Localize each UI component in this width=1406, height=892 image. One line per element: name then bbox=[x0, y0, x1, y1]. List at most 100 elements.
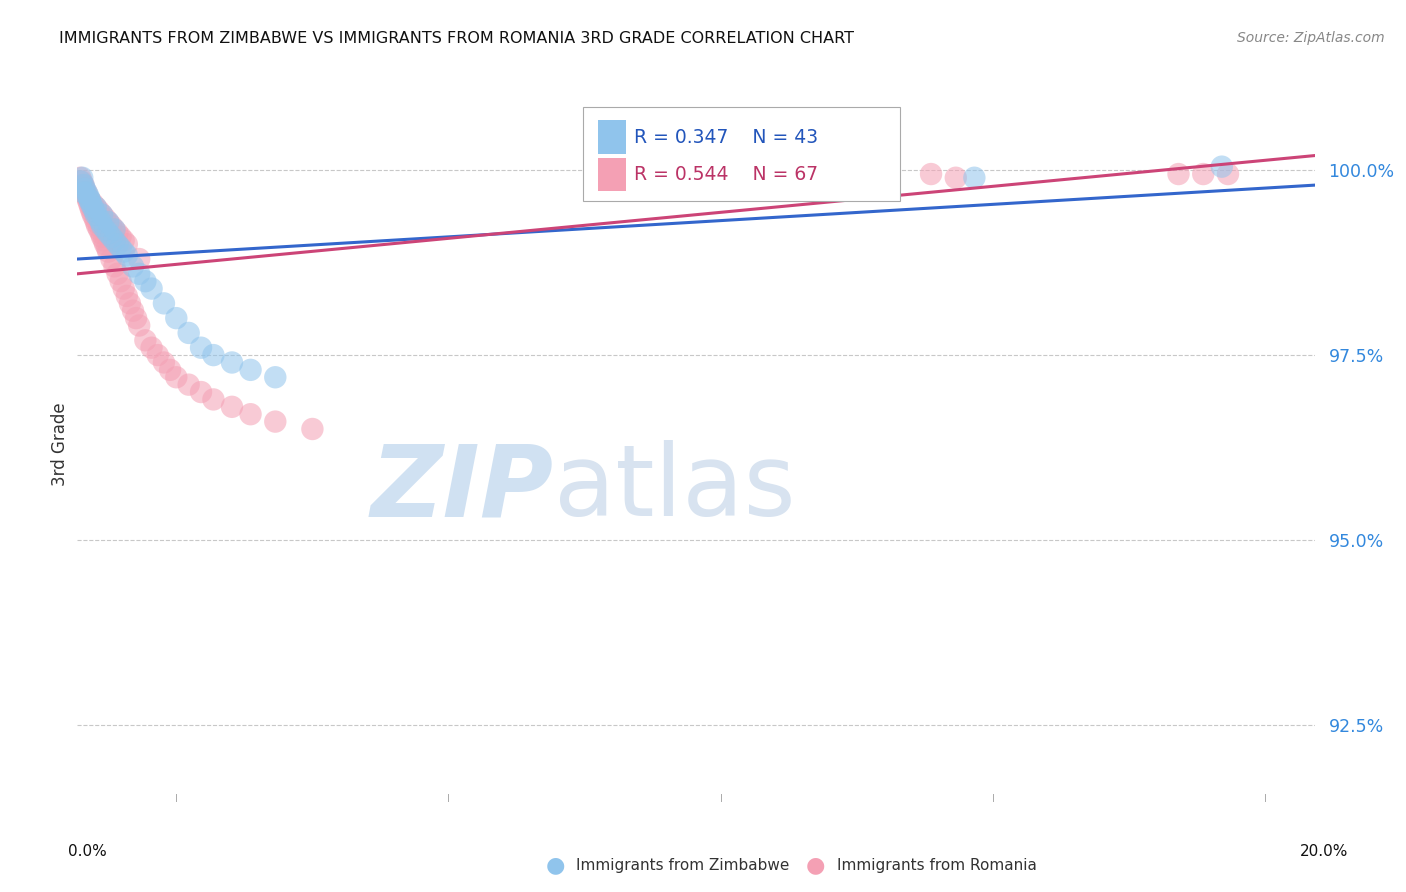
Point bbox=[239, 363, 262, 377]
Point bbox=[73, 182, 96, 196]
Point bbox=[83, 211, 105, 226]
Text: atlas: atlas bbox=[554, 441, 796, 538]
Text: 0.0%: 0.0% bbox=[67, 845, 107, 859]
Point bbox=[69, 174, 91, 188]
Point bbox=[153, 296, 176, 310]
Point bbox=[79, 200, 101, 214]
Point bbox=[100, 230, 122, 244]
Point bbox=[115, 248, 138, 262]
Point bbox=[963, 170, 986, 185]
Point bbox=[80, 204, 103, 219]
Point bbox=[920, 167, 942, 181]
Point bbox=[221, 355, 243, 369]
Point bbox=[134, 334, 156, 348]
Point bbox=[90, 215, 112, 229]
Point bbox=[112, 282, 135, 296]
Point bbox=[91, 230, 114, 244]
Point bbox=[97, 244, 120, 259]
Point bbox=[97, 226, 120, 240]
Point bbox=[221, 400, 243, 414]
Point bbox=[202, 392, 225, 407]
Point bbox=[84, 200, 107, 214]
Point bbox=[84, 215, 107, 229]
Point bbox=[103, 222, 125, 236]
Point bbox=[87, 222, 110, 236]
Text: 20.0%: 20.0% bbox=[1301, 845, 1348, 859]
Point bbox=[239, 407, 262, 421]
Point bbox=[110, 241, 132, 255]
Point bbox=[79, 193, 101, 207]
Point bbox=[82, 208, 104, 222]
Text: ●: ● bbox=[806, 855, 825, 875]
Text: ●: ● bbox=[546, 855, 565, 875]
Point bbox=[1192, 167, 1215, 181]
Point bbox=[202, 348, 225, 362]
Text: Immigrants from Zimbabwe: Immigrants from Zimbabwe bbox=[576, 858, 790, 872]
Point bbox=[107, 267, 129, 281]
Point bbox=[165, 311, 187, 326]
Point bbox=[1211, 160, 1233, 174]
Point bbox=[72, 178, 94, 193]
Point bbox=[72, 170, 94, 185]
Point bbox=[87, 204, 110, 219]
Point bbox=[103, 260, 125, 274]
Point bbox=[80, 196, 103, 211]
Point bbox=[79, 193, 101, 207]
Point bbox=[1216, 167, 1239, 181]
Point bbox=[73, 182, 96, 196]
Point bbox=[97, 215, 120, 229]
Point bbox=[107, 237, 129, 252]
Point bbox=[76, 186, 98, 200]
Point bbox=[76, 186, 98, 200]
Point bbox=[82, 196, 104, 211]
Point bbox=[190, 341, 212, 355]
Point bbox=[76, 189, 98, 203]
Point bbox=[82, 200, 104, 214]
Point bbox=[128, 318, 150, 333]
Point bbox=[1167, 167, 1189, 181]
Point bbox=[72, 178, 94, 193]
Point bbox=[77, 196, 100, 211]
Point bbox=[90, 226, 112, 240]
Point bbox=[69, 170, 91, 185]
Point bbox=[177, 377, 200, 392]
Point bbox=[84, 208, 107, 222]
Point bbox=[125, 311, 148, 326]
Text: IMMIGRANTS FROM ZIMBABWE VS IMMIGRANTS FROM ROMANIA 3RD GRADE CORRELATION CHART: IMMIGRANTS FROM ZIMBABWE VS IMMIGRANTS F… bbox=[59, 31, 853, 46]
Y-axis label: 3rd Grade: 3rd Grade bbox=[51, 402, 69, 485]
Point bbox=[112, 234, 135, 248]
Point bbox=[264, 415, 287, 429]
Point bbox=[93, 234, 115, 248]
Point bbox=[107, 226, 129, 240]
Point bbox=[122, 260, 145, 274]
Text: R = 0.544    N = 67: R = 0.544 N = 67 bbox=[634, 165, 818, 184]
Point bbox=[86, 219, 108, 233]
Point bbox=[159, 363, 181, 377]
Point bbox=[94, 237, 117, 252]
Point bbox=[654, 167, 676, 181]
Point bbox=[91, 208, 114, 222]
Point bbox=[87, 211, 110, 226]
Point bbox=[177, 326, 200, 340]
Point bbox=[141, 341, 163, 355]
Point bbox=[264, 370, 287, 384]
Point bbox=[91, 219, 114, 233]
Point bbox=[301, 422, 323, 436]
Point bbox=[153, 355, 176, 369]
Point bbox=[79, 193, 101, 207]
Text: R = 0.347    N = 43: R = 0.347 N = 43 bbox=[634, 128, 818, 146]
Point bbox=[94, 222, 117, 236]
Point bbox=[91, 208, 114, 222]
Point bbox=[110, 230, 132, 244]
Point bbox=[72, 186, 94, 200]
Text: Immigrants from Romania: Immigrants from Romania bbox=[837, 858, 1036, 872]
Point bbox=[945, 170, 967, 185]
Point bbox=[115, 237, 138, 252]
Point bbox=[103, 222, 125, 236]
Point bbox=[112, 244, 135, 259]
Point bbox=[115, 289, 138, 303]
Point bbox=[77, 189, 100, 203]
Point bbox=[122, 303, 145, 318]
Point bbox=[84, 200, 107, 214]
Text: Source: ZipAtlas.com: Source: ZipAtlas.com bbox=[1237, 31, 1385, 45]
